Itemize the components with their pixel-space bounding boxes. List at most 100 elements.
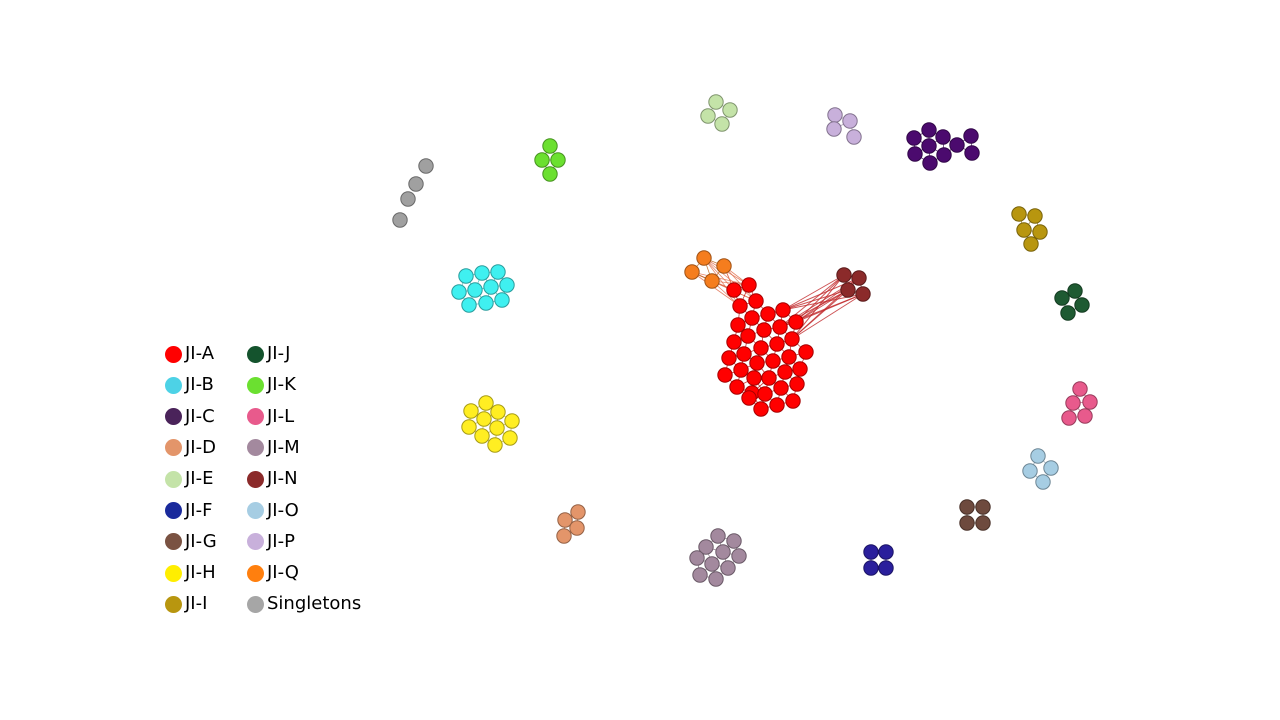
node-ji-a: [746, 370, 762, 386]
node-singletons: [400, 191, 416, 207]
legend-label: JI-O: [267, 499, 299, 521]
legend-label: JI-M: [267, 436, 300, 458]
node-ji-j: [1067, 283, 1083, 299]
legend-swatch: [247, 502, 264, 519]
node-ji-h: [487, 437, 503, 453]
edge: [691, 271, 741, 307]
legend-swatch: [247, 470, 264, 488]
legend-swatch: [165, 408, 182, 426]
legend-swatch: [165, 564, 182, 582]
node-ji-q: [684, 264, 700, 280]
node-ji-e: [700, 108, 716, 124]
legend-label: JI-H: [185, 562, 216, 584]
node-ji-a: [775, 302, 791, 318]
node-ji-o: [1043, 460, 1059, 476]
node-ji-b: [490, 264, 506, 280]
node-ji-j: [1054, 290, 1070, 306]
legend-item-ji-g: JI-G: [165, 530, 217, 554]
node-ji-c: [906, 130, 922, 146]
node-ji-a: [753, 340, 769, 356]
legend: JI-A JI-B JI-C JI-D JI-E JI-F JI-G JI-H JI-I JI-J…: [165, 342, 395, 622]
legend-swatch: [247, 376, 264, 394]
node-ji-m: [710, 528, 726, 544]
legend-swatch: [165, 376, 182, 394]
legend-swatch: [165, 595, 182, 613]
node-ji-b: [499, 277, 515, 293]
node-ji-l: [1061, 410, 1077, 426]
graph-nodes: [392, 94, 1098, 587]
node-ji-o: [1022, 463, 1038, 479]
node-ji-m: [726, 533, 742, 549]
node-ji-a: [781, 349, 797, 365]
node-ji-k: [542, 166, 558, 182]
node-ji-a: [740, 328, 756, 344]
legend-swatch: [247, 564, 264, 582]
node-ji-g: [959, 499, 975, 515]
node-ji-a: [741, 277, 757, 293]
node-ji-f: [878, 544, 894, 560]
node-ji-e: [714, 116, 730, 132]
node-ji-a: [730, 317, 746, 333]
legend-swatch: [165, 470, 182, 488]
node-ji-k: [542, 138, 558, 154]
node-ji-h: [490, 404, 506, 420]
legend-item-ji-a: JI-A: [165, 342, 214, 366]
node-ji-b: [474, 265, 490, 281]
node-ji-c: [935, 129, 951, 145]
legend-label: JI-B: [185, 374, 214, 396]
node-singletons: [392, 212, 408, 228]
node-ji-e: [708, 94, 724, 110]
legend-item-ji-c: JI-C: [165, 405, 215, 429]
node-ji-l: [1072, 381, 1088, 397]
legend-item-ji-d: JI-D: [165, 436, 216, 460]
legend-item-ji-i: JI-I: [165, 592, 207, 616]
node-ji-p: [827, 107, 843, 123]
node-ji-h: [504, 413, 520, 429]
node-ji-c: [949, 137, 965, 153]
legend-item-ji-l: JI-L: [247, 405, 294, 429]
legend-label: JI-A: [185, 343, 215, 364]
legend-item-ji-h: JI-H: [165, 561, 216, 585]
node-ji-a: [769, 336, 785, 352]
node-ji-a: [729, 379, 745, 395]
node-ji-q: [696, 250, 712, 266]
node-ji-c: [936, 147, 952, 163]
node-ji-a: [785, 393, 801, 409]
node-ji-a: [792, 361, 808, 377]
legend-label: JI-J: [267, 343, 291, 364]
legend-label: JI-C: [185, 405, 215, 427]
legend-label: JI-L: [267, 405, 295, 427]
node-ji-b: [458, 268, 474, 284]
node-ji-a: [773, 380, 789, 396]
node-ji-l: [1065, 395, 1081, 411]
node-singletons: [408, 176, 424, 192]
node-ji-a: [732, 298, 748, 314]
node-ji-a: [753, 401, 769, 417]
node-ji-f: [863, 544, 879, 560]
node-ji-q: [716, 258, 732, 274]
legend-swatch: [165, 533, 182, 551]
legend-label: JI-Q: [267, 562, 299, 584]
node-ji-a: [717, 367, 733, 383]
node-ji-h: [478, 395, 494, 411]
node-ji-m: [731, 548, 747, 564]
node-ji-h: [461, 419, 477, 435]
node-ji-d: [557, 512, 573, 528]
node-ji-l: [1077, 408, 1093, 424]
node-ji-g: [959, 515, 975, 531]
node-ji-h: [502, 430, 518, 446]
node-ji-a: [757, 386, 773, 402]
node-ji-d: [569, 520, 585, 536]
node-ji-b: [483, 279, 499, 295]
node-ji-a: [749, 355, 765, 371]
legend-label: JI-P: [267, 530, 295, 552]
node-ji-f: [863, 560, 879, 576]
node-ji-m: [698, 539, 714, 555]
node-ji-a: [784, 331, 800, 347]
node-ji-d: [556, 528, 572, 544]
node-ji-c: [922, 155, 938, 171]
legend-swatch: [247, 345, 264, 363]
node-ji-a: [756, 322, 772, 338]
legend-swatch: [165, 345, 182, 363]
node-ji-a: [789, 376, 805, 392]
